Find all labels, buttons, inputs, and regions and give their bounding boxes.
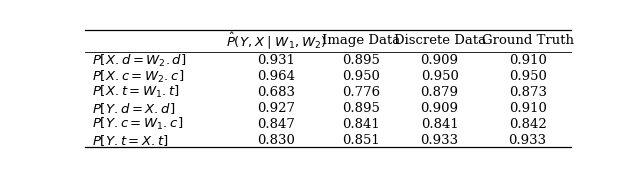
Text: 0.909: 0.909 xyxy=(420,102,459,115)
Text: 0.841: 0.841 xyxy=(342,118,380,131)
Text: $P[Y.c = W_1.c]$: $P[Y.c = W_1.c]$ xyxy=(92,116,184,132)
Text: 0.683: 0.683 xyxy=(257,86,295,99)
Text: 0.910: 0.910 xyxy=(509,102,547,115)
Text: 0.964: 0.964 xyxy=(257,70,295,83)
Text: $P[X.d = W_2.d]$: $P[X.d = W_2.d]$ xyxy=(92,53,187,69)
Text: 0.927: 0.927 xyxy=(257,102,295,115)
Text: 0.879: 0.879 xyxy=(420,86,459,99)
Text: $P[X.c = W_2.c]$: $P[X.c = W_2.c]$ xyxy=(92,69,184,84)
Text: 0.933: 0.933 xyxy=(420,134,459,147)
Text: $P[Y.d = X.d]$: $P[Y.d = X.d]$ xyxy=(92,101,175,116)
Text: 0.950: 0.950 xyxy=(342,70,380,83)
Text: 0.950: 0.950 xyxy=(420,70,458,83)
Text: 0.842: 0.842 xyxy=(509,118,547,131)
Text: 0.950: 0.950 xyxy=(509,70,547,83)
Text: 0.933: 0.933 xyxy=(509,134,547,147)
Text: 0.841: 0.841 xyxy=(420,118,458,131)
Text: 0.873: 0.873 xyxy=(509,86,547,99)
Text: Ground Truth: Ground Truth xyxy=(482,34,573,47)
Text: 0.895: 0.895 xyxy=(342,54,380,67)
Text: 0.847: 0.847 xyxy=(257,118,295,131)
Text: 0.909: 0.909 xyxy=(420,54,459,67)
Text: 0.895: 0.895 xyxy=(342,102,380,115)
Text: 0.851: 0.851 xyxy=(342,134,380,147)
Text: Image Data: Image Data xyxy=(323,34,401,47)
Text: 0.830: 0.830 xyxy=(257,134,295,147)
Text: $P[Y.t = X.t]$: $P[Y.t = X.t]$ xyxy=(92,133,169,148)
Text: Discrete Data: Discrete Data xyxy=(394,34,486,47)
Text: 0.931: 0.931 xyxy=(257,54,295,67)
Text: $\hat{P}(Y, X \mid W_1, W_2)$: $\hat{P}(Y, X \mid W_1, W_2)$ xyxy=(226,30,326,51)
Text: $P[X.t = W_1.t]$: $P[X.t = W_1.t]$ xyxy=(92,84,180,100)
Text: 0.776: 0.776 xyxy=(342,86,381,99)
Text: 0.910: 0.910 xyxy=(509,54,547,67)
